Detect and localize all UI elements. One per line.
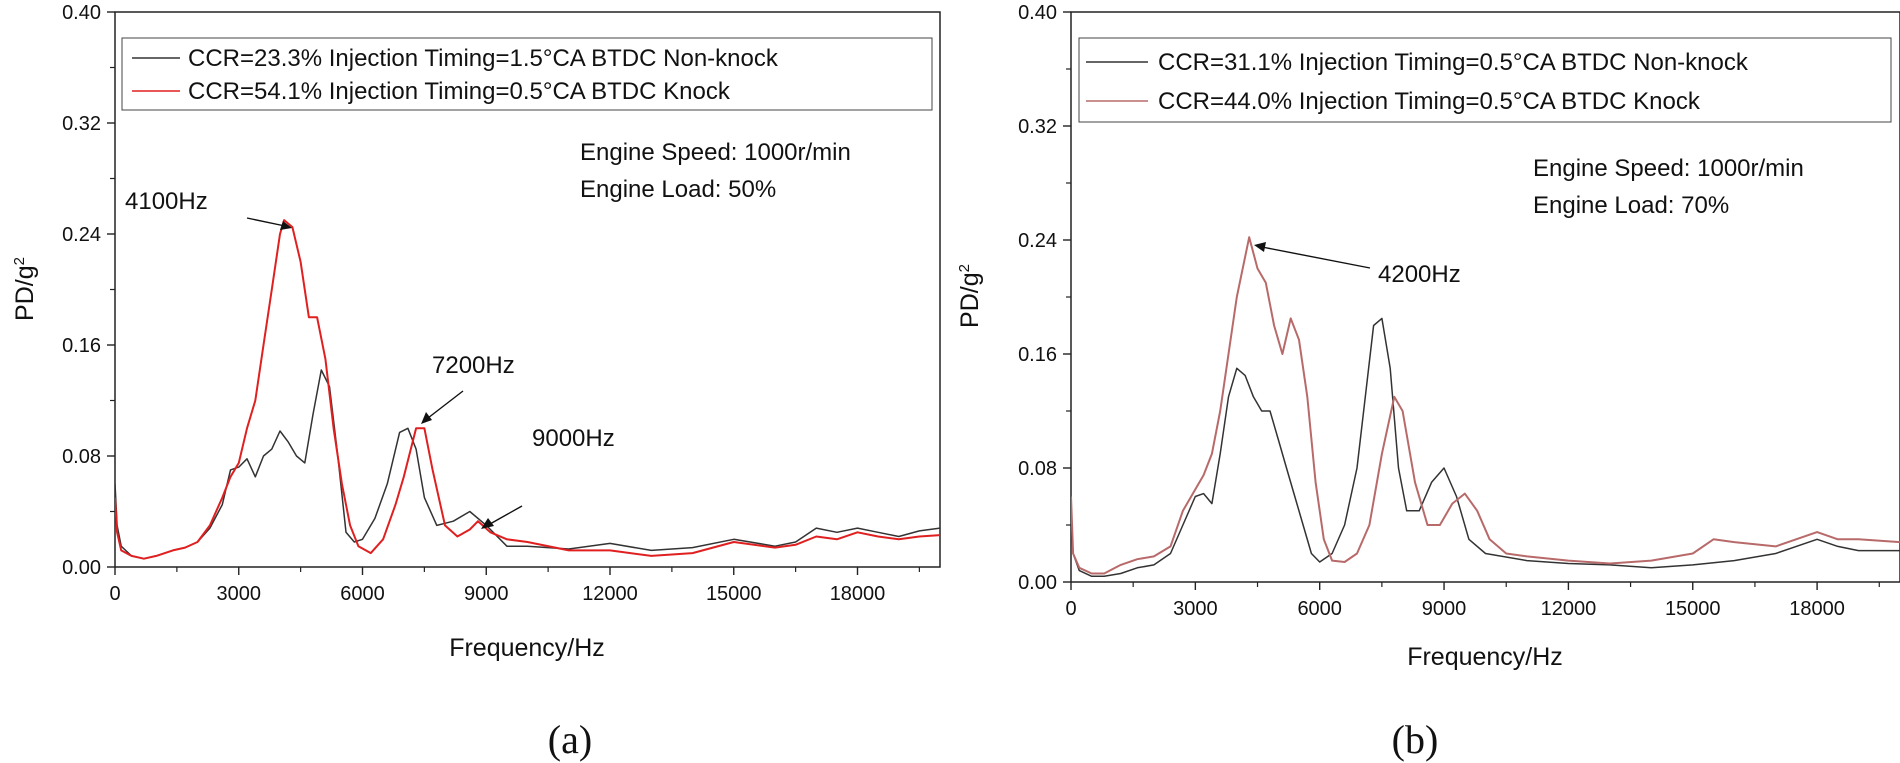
x-axis-title: Frequency/Hz xyxy=(449,634,605,662)
series-layer xyxy=(115,219,940,560)
x-tick-label: 3000 xyxy=(1173,598,1218,620)
series-line-non-knock xyxy=(1071,317,1900,578)
legend-label-non-knock: CCR=31.1% Injection Timing=0.5°CA BTDC N… xyxy=(1158,49,1749,76)
peak-arrowhead-4200hz xyxy=(1254,242,1266,252)
y-tick-label: 0.16 xyxy=(1018,344,1057,366)
x-tick-label: 0 xyxy=(109,583,120,605)
peak-arrow-7200hz xyxy=(427,390,464,419)
panel-a: 0 3000 6000 9000 12000 15000 18000 0.00 0.08 0.1… xyxy=(11,2,941,762)
peak-label-7200hz: 7200Hz xyxy=(432,352,515,379)
engine-load-label: Engine Load: 50% xyxy=(580,176,776,203)
x-tick-label: 6000 xyxy=(1297,598,1342,620)
y-tick-label: 0.32 xyxy=(1018,116,1057,138)
peak-arrow-4200hz xyxy=(1261,246,1371,269)
y-tick-label: 0.24 xyxy=(1018,230,1057,252)
x-tick-label: 9000 xyxy=(464,583,509,605)
engine-load-label: Engine Load: 70% xyxy=(1533,192,1729,219)
x-tick-label: 9000 xyxy=(1422,598,1467,620)
legend-box xyxy=(121,37,933,111)
legend-label-knock: CCR=54.1% Injection Timing=0.5°CA BTDC K… xyxy=(188,78,731,105)
x-tick-label: 12000 xyxy=(582,583,638,605)
peak-label-9000hz: 9000Hz xyxy=(532,425,615,452)
legend: CCR=31.1% Injection Timing=0.5°CA BTDC N… xyxy=(1078,37,1892,123)
y-tick-label: 0.08 xyxy=(62,446,101,468)
x-axis-title: Frequency/Hz xyxy=(1407,643,1563,671)
panel-b: 0 3000 6000 9000 12000 15000 18000 0.00 0.08 0.1… xyxy=(956,2,1900,762)
x-tick-label: 18000 xyxy=(830,583,886,605)
x-tick-label: 3000 xyxy=(217,583,262,605)
y-axis-title: PD/g2 xyxy=(956,264,984,328)
peak-label-4200hz: 4200Hz xyxy=(1378,261,1461,288)
series-line-non-knock xyxy=(115,369,940,560)
peak-label-4100hz: 4100Hz xyxy=(125,188,208,215)
peak-arrow-9000hz xyxy=(489,505,523,525)
x-axis-ticks: 0 3000 6000 9000 12000 15000 18000 xyxy=(1065,582,1880,620)
series-line-knock xyxy=(115,219,940,560)
engine-speed-label: Engine Speed: 1000r/min xyxy=(1533,155,1804,182)
y-tick-label: 0.08 xyxy=(1018,458,1057,480)
engine-speed-label: Engine Speed: 1000r/min xyxy=(580,139,851,166)
x-tick-label: 0 xyxy=(1065,598,1076,620)
peak-arrowhead-4100hz xyxy=(280,221,292,230)
x-tick-label: 15000 xyxy=(1665,598,1721,620)
x-tick-label: 12000 xyxy=(1541,598,1597,620)
y-axis-title: PD/g2 xyxy=(11,257,39,321)
y-tick-label: 0.00 xyxy=(62,557,101,579)
peak-arrow-4100hz xyxy=(246,217,286,227)
x-tick-label: 6000 xyxy=(340,583,385,605)
peak-arrowhead-7200hz xyxy=(421,412,432,424)
y-axis-ticks: 0.00 0.08 0.16 0.24 0.32 0.40 xyxy=(1018,2,1071,594)
y-tick-label: 0.32 xyxy=(62,113,101,135)
y-tick-label: 0.00 xyxy=(1018,572,1057,594)
series-line-knock xyxy=(1071,236,1900,575)
x-axis-ticks: 0 3000 6000 9000 12000 15000 18000 xyxy=(109,567,920,605)
y-tick-label: 0.16 xyxy=(62,335,101,357)
y-tick-label: 0.40 xyxy=(62,2,101,24)
panel-label-b: (b) xyxy=(1392,717,1439,762)
legend-label-knock: CCR=44.0% Injection Timing=0.5°CA BTDC K… xyxy=(1158,88,1701,115)
legend-label-non-knock: CCR=23.3% Injection Timing=1.5°CA BTDC N… xyxy=(188,45,779,72)
legend: CCR=23.3% Injection Timing=1.5°CA BTDC N… xyxy=(121,37,933,111)
y-axis-ticks: 0.00 0.08 0.16 0.24 0.32 0.40 xyxy=(62,2,115,579)
x-tick-label: 15000 xyxy=(706,583,762,605)
panel-label-a: (a) xyxy=(548,717,592,762)
series-layer xyxy=(1071,236,1900,578)
x-tick-label: 18000 xyxy=(1789,598,1845,620)
peak-arrowhead-9000hz xyxy=(481,518,494,529)
legend-box xyxy=(1078,37,1892,123)
y-tick-label: 0.40 xyxy=(1018,2,1057,24)
y-tick-label: 0.24 xyxy=(62,224,101,246)
